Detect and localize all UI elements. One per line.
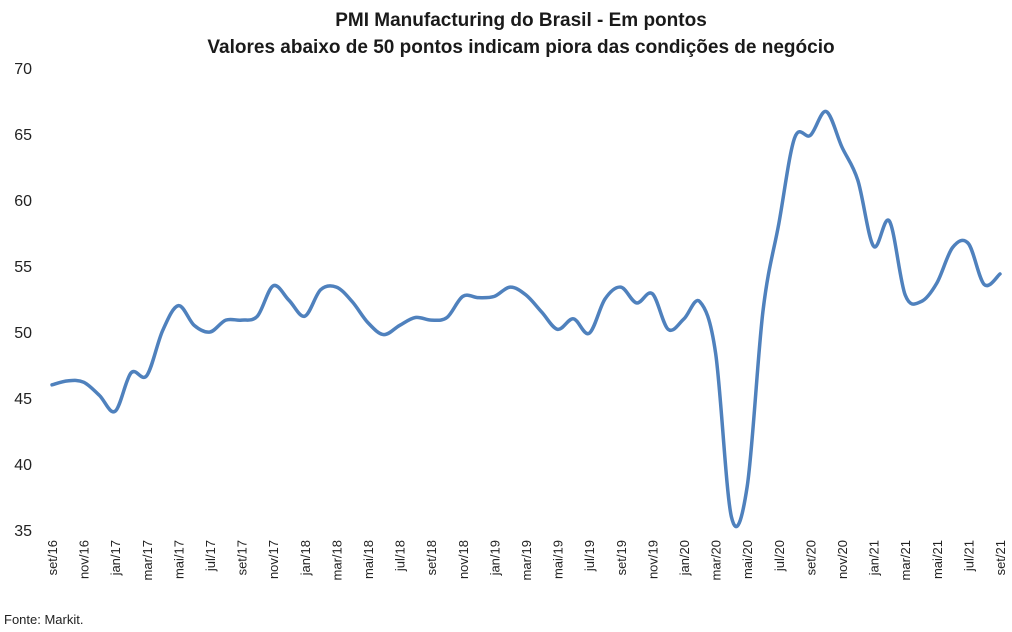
x-tick-label: jul/17 bbox=[203, 540, 218, 572]
x-tick-label: jan/17 bbox=[108, 540, 123, 576]
x-tick-label: mai/19 bbox=[551, 540, 566, 579]
y-tick-label: 70 bbox=[14, 61, 32, 78]
x-tick-label: set/17 bbox=[235, 540, 250, 575]
x-tick-label: mar/20 bbox=[709, 540, 724, 580]
x-tick-label: mai/20 bbox=[740, 540, 755, 579]
x-tick-label: nov/16 bbox=[77, 540, 92, 579]
y-tick-label: 65 bbox=[14, 127, 32, 144]
x-tick-label: jul/21 bbox=[961, 540, 976, 572]
chart-subtitle: Valores abaixo de 50 pontos indicam pior… bbox=[207, 37, 834, 58]
chart-title: PMI Manufacturing do Brasil - Em pontos bbox=[335, 10, 707, 31]
y-tick-label: 45 bbox=[14, 391, 32, 408]
x-tick-label: set/21 bbox=[993, 540, 1008, 575]
series-layer bbox=[50, 109, 1002, 529]
x-axis: set/16 nov/16 jan/17 mar/17 mai/17 jul/17 set/… bbox=[45, 540, 1008, 580]
x-tick-label: mar/21 bbox=[898, 540, 913, 580]
y-tick-label: 50 bbox=[14, 325, 32, 342]
x-tick-label: jul/20 bbox=[772, 540, 787, 572]
x-tick-label: nov/18 bbox=[456, 540, 471, 579]
y-tick-label: 60 bbox=[14, 193, 32, 210]
x-tick-label: jan/20 bbox=[677, 540, 692, 576]
x-tick-label: nov/20 bbox=[835, 540, 850, 579]
x-tick-label: set/18 bbox=[424, 540, 439, 575]
x-tick-label: jan/21 bbox=[867, 540, 882, 576]
x-tick-label: set/19 bbox=[614, 540, 629, 575]
x-tick-label: mai/21 bbox=[930, 540, 945, 579]
y-axis: 35 40 45 50 55 60 65 70 bbox=[14, 61, 32, 540]
x-tick-label: mai/17 bbox=[171, 540, 186, 579]
series-line bbox=[50, 109, 1002, 529]
x-tick-label: mar/18 bbox=[329, 540, 344, 580]
y-tick-label: 40 bbox=[14, 457, 32, 474]
x-tick-label: mai/18 bbox=[361, 540, 376, 579]
x-tick-label: set/20 bbox=[803, 540, 818, 575]
x-tick-label: jul/19 bbox=[582, 540, 597, 572]
x-tick-label: nov/17 bbox=[266, 540, 281, 579]
x-tick-label: jan/18 bbox=[298, 540, 313, 576]
source-note: Fonte: Markit. bbox=[4, 612, 83, 627]
x-tick-label: jan/19 bbox=[487, 540, 502, 576]
x-tick-label: jul/18 bbox=[393, 540, 408, 572]
y-tick-label: 35 bbox=[14, 523, 32, 540]
x-tick-label: nov/19 bbox=[645, 540, 660, 579]
x-tick-label: set/16 bbox=[45, 540, 60, 575]
x-tick-label: mar/17 bbox=[140, 540, 155, 580]
x-tick-label: mar/19 bbox=[519, 540, 534, 580]
y-tick-label: 55 bbox=[14, 259, 32, 276]
